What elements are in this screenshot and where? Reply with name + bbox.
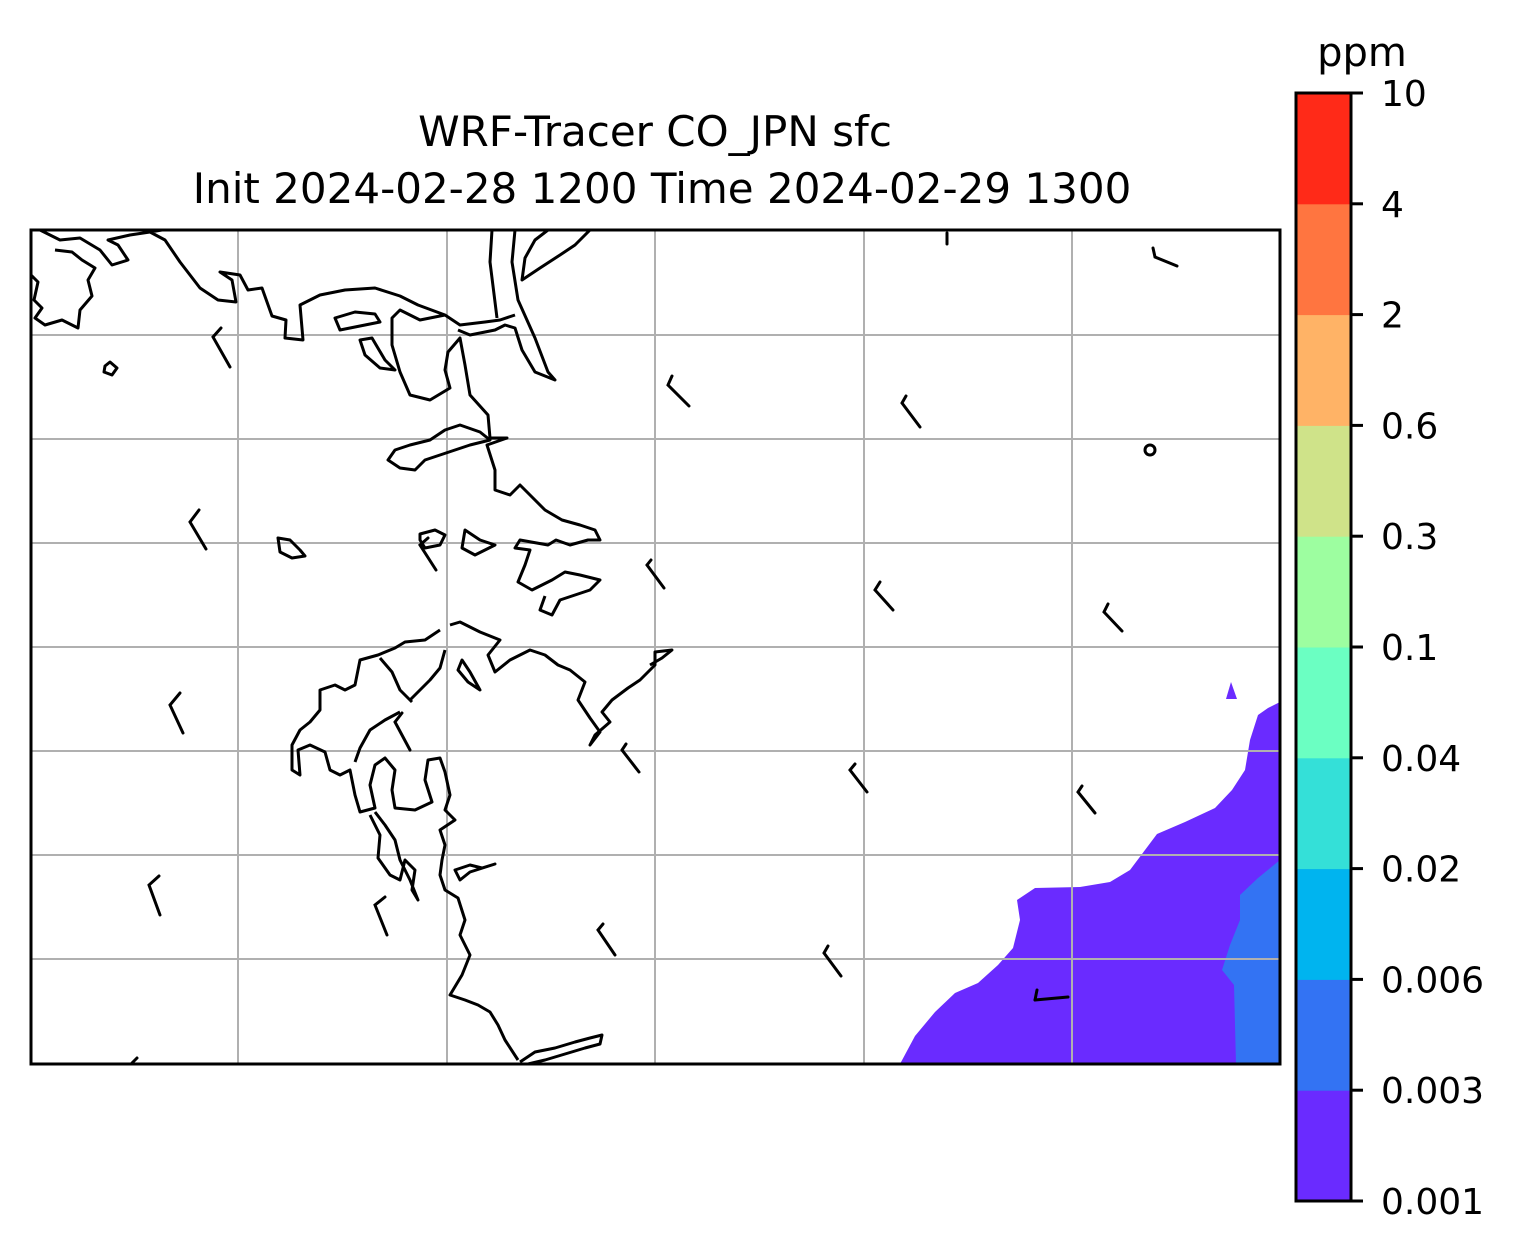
colorbar-block bbox=[1296, 1090, 1351, 1202]
tracer-contour-0.001-spot bbox=[1226, 682, 1237, 699]
colorbar-block bbox=[1296, 868, 1351, 980]
colorbar: ppm 0.001 0.003 0.006 0.02 0.04 0.1 0.3 0.6 2 4 10 bbox=[1294, 30, 1484, 1223]
colorbar-frame bbox=[1294, 91, 1353, 1203]
colorbar-tick-label: 0.1 bbox=[1381, 628, 1438, 669]
colorbar-ticks: 0.001 0.003 0.006 0.02 0.04 0.1 0.3 0.6 2 4 10 bbox=[1351, 74, 1484, 1223]
coastline-northwest bbox=[39, 230, 516, 342]
coastline-central-peninsula bbox=[390, 308, 602, 617]
wind-barb bbox=[848, 762, 869, 794]
wind-barb bbox=[147, 874, 162, 917]
map-frame bbox=[29, 228, 1282, 1066]
coastline-isle-small bbox=[102, 360, 119, 377]
colorbar-block bbox=[1296, 536, 1351, 648]
coastlines bbox=[31, 230, 1157, 1064]
coastline-west-edge bbox=[31, 248, 97, 330]
coastline-far-island bbox=[1143, 443, 1157, 457]
coastline-south-bay bbox=[368, 811, 497, 902]
colorbar-tick-label: 10 bbox=[1381, 74, 1427, 115]
wind-barb bbox=[1151, 246, 1179, 268]
coastline-inlet-2 bbox=[358, 336, 397, 372]
gridlines bbox=[31, 230, 1280, 1064]
colorbar-block bbox=[1296, 93, 1351, 205]
coastline-southwest-complex-2 bbox=[353, 649, 482, 763]
colorbar-tick-label: 0.003 bbox=[1381, 1071, 1484, 1112]
coastline-river-channel bbox=[457, 230, 592, 382]
wind-barb bbox=[1033, 995, 1070, 1002]
colorbar-tick-label: 0.006 bbox=[1381, 960, 1484, 1001]
colorbar-tick-label: 0.001 bbox=[1381, 1182, 1484, 1223]
tracer-contour-0.001 bbox=[900, 702, 1280, 1064]
coastline-inlet-3 bbox=[333, 310, 382, 332]
wind-barb bbox=[1102, 602, 1124, 633]
wind-barb bbox=[645, 558, 666, 590]
wind-barb bbox=[873, 580, 895, 612]
map-panel bbox=[29, 228, 1282, 1066]
wind-barb bbox=[188, 508, 208, 551]
chart-title-line1: WRF-Tracer CO_JPN sfc bbox=[418, 107, 892, 156]
coastline-southern-coast bbox=[449, 620, 674, 747]
colorbar-blocks bbox=[1296, 93, 1351, 1202]
wind-barb bbox=[1033, 988, 1039, 1002]
colorbar-tick-label: 0.6 bbox=[1381, 406, 1438, 447]
colorbar-block bbox=[1296, 979, 1351, 1091]
colorbar-block bbox=[1296, 203, 1351, 316]
wind-barb bbox=[900, 394, 922, 429]
coastline-isle-mid-2 bbox=[418, 528, 447, 550]
wind-barb bbox=[1076, 784, 1097, 815]
colorbar-tick-label: 2 bbox=[1381, 296, 1404, 337]
wind-barb bbox=[393, 711, 412, 752]
colorbar-tick-label: 4 bbox=[1381, 185, 1404, 226]
wind-barb bbox=[822, 944, 843, 978]
colorbar-block bbox=[1296, 757, 1351, 870]
colorbar-unit-label: ppm bbox=[1317, 30, 1407, 76]
tracer-contour-0.003 bbox=[1222, 860, 1280, 1064]
chart-title-line2: Init 2024-02-28 1200 Time 2024-02-29 130… bbox=[193, 164, 1132, 213]
wind-barb bbox=[418, 536, 438, 572]
colorbar-tick-label: 0.02 bbox=[1381, 850, 1461, 891]
coastline-isle-mid-1 bbox=[276, 536, 307, 560]
colorbar-block bbox=[1296, 314, 1351, 426]
wind-barb bbox=[596, 922, 617, 957]
coastline-south-tip bbox=[519, 1033, 604, 1064]
wind-barb bbox=[211, 326, 232, 369]
wind-barb bbox=[130, 1056, 139, 1065]
colorbar-block bbox=[1296, 647, 1351, 759]
wind-barbs bbox=[130, 231, 1179, 1065]
wind-barb bbox=[373, 895, 389, 937]
coastline-southwest-complex bbox=[290, 628, 520, 1061]
wind-barb bbox=[666, 374, 691, 408]
coastline-isle-mid-3 bbox=[460, 528, 497, 557]
wind-barb bbox=[620, 742, 641, 774]
colorbar-tick-label: 0.04 bbox=[1381, 739, 1461, 780]
colorbar-tick-label: 0.3 bbox=[1381, 517, 1438, 558]
colorbar-block bbox=[1296, 425, 1351, 537]
tracer-field bbox=[900, 682, 1280, 1064]
wind-barb bbox=[168, 691, 185, 735]
coastline-inlet-1 bbox=[386, 423, 492, 472]
